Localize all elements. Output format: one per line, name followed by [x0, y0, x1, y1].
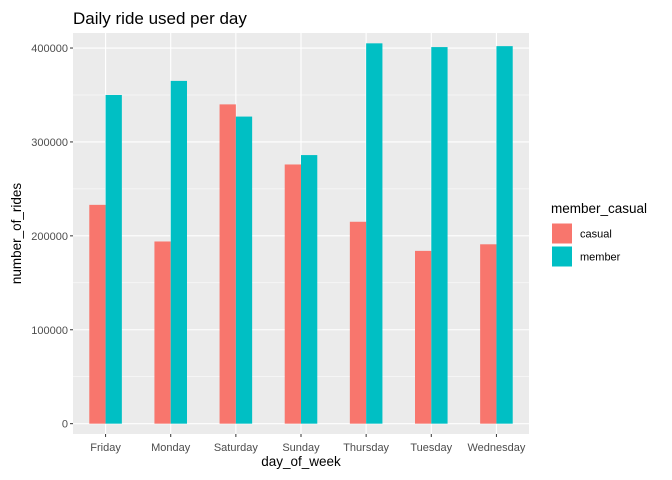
bar-casual-thursday	[349, 221, 367, 424]
bar-casual-sunday	[284, 164, 301, 424]
legend-title: member_casual	[551, 201, 647, 216]
bar-member-friday	[105, 94, 122, 424]
x-tick-label: Tuesday	[410, 442, 452, 454]
x-tick-label: Monday	[151, 442, 191, 454]
bar-casual-monday	[154, 241, 171, 424]
x-tick-label: Friday	[90, 442, 121, 454]
bar-casual-friday	[89, 204, 106, 424]
bar-casual-wednesday	[480, 244, 497, 424]
x-tick-label: Sunday	[282, 442, 320, 454]
legend-key-member	[552, 246, 572, 267]
y-axis-title: number_of_rides	[9, 183, 24, 285]
bar-casual-tuesday	[415, 250, 432, 424]
x-tick-label: Thursday	[343, 442, 389, 454]
legend-label-member: member	[580, 252, 621, 264]
x-axis: Friday Monday Saturday Sunday Thursday Tuesda…	[90, 434, 526, 454]
y-tick-label: 400000	[31, 43, 68, 55]
y-tick-label: 100000	[31, 325, 68, 337]
legend-key-casual	[552, 223, 572, 244]
bar-member-saturday	[235, 116, 253, 424]
x-tick-label: Saturday	[214, 442, 259, 454]
bars	[89, 43, 513, 424]
x-tick-label: Wednesday	[467, 442, 525, 454]
y-axis: 0 100000 200000 300000 400000	[31, 43, 73, 431]
legend-label-casual: casual	[580, 229, 612, 241]
y-tick-label: 0	[62, 419, 68, 431]
bar-member-thursday	[366, 43, 383, 424]
bar-member-tuesday	[431, 47, 448, 424]
legend: member_casual casual member	[551, 201, 647, 267]
bar-member-monday	[170, 80, 187, 424]
chart-title: Daily ride used per day	[73, 9, 247, 28]
y-tick-label: 200000	[31, 231, 68, 243]
bar-member-wednesday	[496, 46, 513, 424]
y-tick-label: 300000	[31, 137, 68, 149]
x-axis-title: day_of_week	[261, 454, 341, 469]
bar-member-sunday	[301, 155, 318, 424]
bar-casual-saturday	[219, 104, 236, 424]
